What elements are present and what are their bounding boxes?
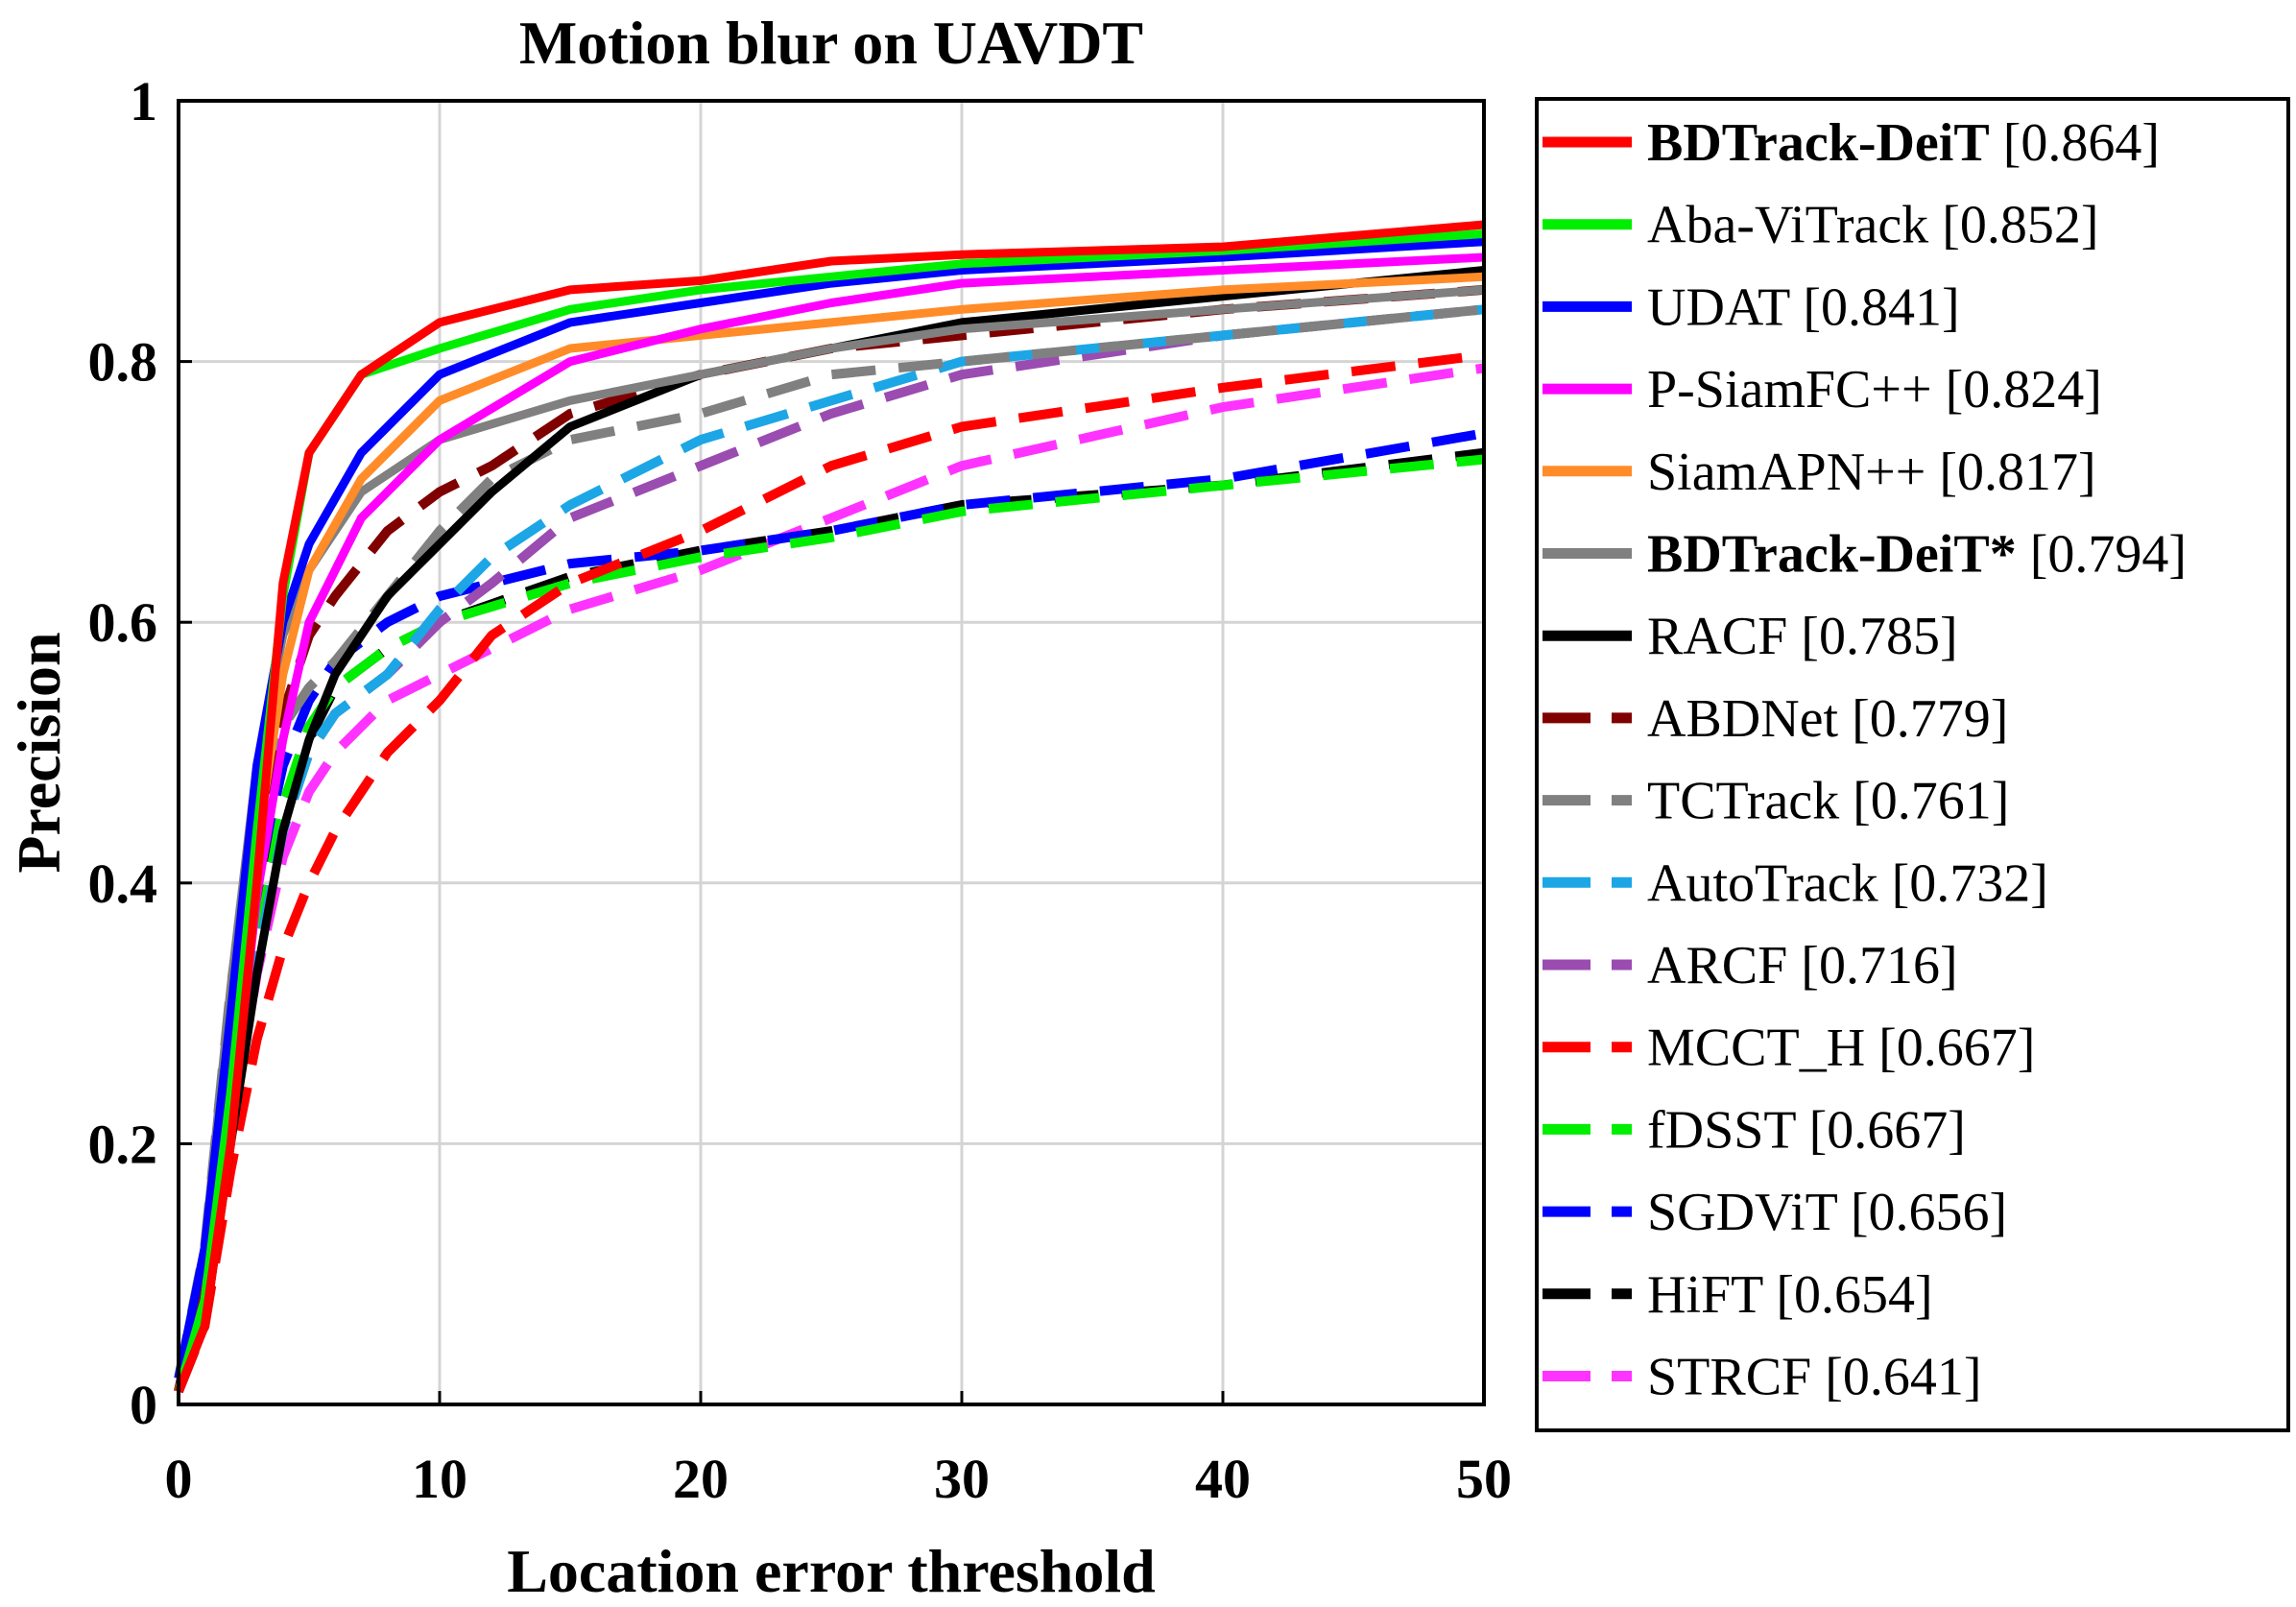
legend-item: SiamAPN++ [0.817]	[1543, 443, 2096, 502]
legend-series-score: [0.841]	[1789, 277, 1959, 337]
legend-label: P-SiamFC++ [0.824]	[1647, 360, 2102, 420]
legend-item: Aba-ViTrack [0.852]	[1543, 196, 2098, 255]
legend-series-name: RACF	[1647, 607, 1787, 666]
legend-item: AutoTrack [0.732]	[1543, 853, 2048, 913]
x-tick-label: 50	[1456, 1448, 1512, 1510]
legend-series-name: STRCF	[1647, 1348, 1811, 1407]
y-axis-label: Precision	[5, 632, 73, 873]
x-tick-label: 20	[673, 1448, 729, 1510]
legend-label: UDAT [0.841]	[1647, 277, 1960, 337]
legend-series-name: ABDNet	[1647, 689, 1839, 749]
legend-series-score: [0.667]	[1796, 1100, 1966, 1160]
legend-label: TCTrack [0.761]	[1647, 772, 2009, 831]
series-line	[174, 252, 1485, 1393]
legend-label: Aba-ViTrack [0.852]	[1647, 196, 2098, 255]
legend-item: SGDViT [0.656]	[1543, 1183, 2007, 1242]
legend-label: STRCF [0.641]	[1647, 1348, 1982, 1407]
legend-series-name: AutoTrack	[1647, 853, 1878, 913]
series-line	[174, 447, 1485, 1393]
y-tick-label: 1	[130, 70, 157, 132]
legend-item: fDSST [0.667]	[1543, 1100, 1966, 1160]
x-tick-label: 30	[934, 1448, 990, 1510]
plot-frame	[177, 99, 1486, 1406]
series-line	[174, 284, 1485, 1393]
series-line	[174, 363, 1485, 1393]
legend-label: BDTrack-DeiT [0.864]	[1647, 113, 2160, 173]
legend-item: P-SiamFC++ [0.824]	[1543, 360, 2102, 420]
legend-series-name: P-SiamFC++	[1647, 360, 1932, 420]
legend-label: RACF [0.785]	[1647, 607, 1958, 666]
legend-label: SGDViT [0.656]	[1647, 1183, 2007, 1242]
legend-item: UDAT [0.841]	[1543, 277, 1960, 337]
legend-item: BDTrack-DeiT* [0.794]	[1543, 525, 2187, 585]
y-tick-label: 0.6	[88, 591, 158, 654]
legend-item: BDTrack-DeiT [0.864]	[1543, 113, 2160, 173]
y-tick-label: 0.2	[88, 1113, 158, 1175]
legend-series-score: [0.864]	[1990, 113, 2160, 173]
chart-title: Motion blur on UAVDT	[519, 9, 1143, 77]
series-line	[174, 220, 1485, 1394]
y-tick-label: 0	[130, 1374, 157, 1436]
legend-item: RACF [0.785]	[1543, 607, 1958, 666]
legend-label: ABDNet [0.779]	[1647, 689, 2008, 749]
legend-series-score: [0.761]	[1839, 772, 2009, 831]
x-axis-label: Location error threshold	[507, 1537, 1156, 1605]
legend-item: HiFT [0.654]	[1543, 1265, 1933, 1325]
legend-label: fDSST [0.667]	[1647, 1100, 1966, 1160]
legend-label: ARCF [0.716]	[1647, 936, 1958, 995]
legend-item: TCTrack [0.761]	[1543, 772, 2009, 831]
legend: BDTrack-DeiT [0.864] Aba-ViTrack [0.852] U…	[1535, 97, 2290, 1432]
series-line	[174, 229, 1485, 1393]
legend-item: MCCT_H [0.667]	[1543, 1019, 2035, 1078]
series-line	[174, 428, 1485, 1393]
legend-item: ARCF [0.716]	[1543, 936, 1958, 995]
legend-series-name: BDTrack-DeiT	[1647, 113, 1990, 173]
x-tick-label: 0	[165, 1448, 193, 1510]
axis-ticks: 0 10 20 30 40 50 0 0.2 0.4 0.6 0.8 1	[88, 70, 1513, 1510]
legend-series-score: [0.779]	[1838, 689, 2008, 749]
grid-lines	[179, 101, 1484, 1404]
legend-series-score: [0.817]	[1925, 443, 2095, 502]
legend-label: HiFT [0.654]	[1647, 1265, 1933, 1325]
legend-series-score: [0.852]	[1928, 196, 2098, 255]
legend-series-score: [0.732]	[1878, 853, 2048, 913]
legend-series-score: [0.824]	[1932, 360, 2102, 420]
legend-series-name: fDSST	[1647, 1100, 1796, 1160]
x-tick-label: 40	[1195, 1448, 1251, 1510]
legend-label: MCCT_H [0.667]	[1647, 1019, 2035, 1078]
legend-series-name: HiFT	[1647, 1265, 1763, 1325]
legend-series-name: MCCT_H	[1647, 1019, 1865, 1078]
legend-label: BDTrack-DeiT* [0.794]	[1647, 525, 2187, 585]
series-line	[174, 285, 1485, 1379]
series-line	[174, 349, 1485, 1394]
y-tick-label: 0.8	[88, 331, 158, 394]
legend-series-name: UDAT	[1647, 277, 1790, 337]
legend-item: STRCF [0.641]	[1543, 1348, 1982, 1407]
legend-series-name: BDTrack-DeiT*	[1647, 525, 2017, 585]
legend-series-score: [0.641]	[1811, 1348, 1981, 1407]
legend-series-name: SiamAPN++	[1647, 443, 1925, 502]
legend-series-name: TCTrack	[1647, 772, 1839, 831]
legend-series-score: [0.794]	[2017, 525, 2187, 585]
legend-series-name: ARCF	[1647, 936, 1787, 995]
y-tick-label: 0.4	[88, 852, 158, 915]
legend-series-score: [0.654]	[1762, 1265, 1932, 1325]
series-line	[174, 454, 1485, 1393]
legend-series-score: [0.667]	[1865, 1019, 2035, 1078]
legend-label: SiamAPN++ [0.817]	[1647, 443, 2096, 502]
x-tick-label: 10	[412, 1448, 467, 1510]
legend-series-name: SGDViT	[1647, 1183, 1838, 1242]
legend-series-score: [0.716]	[1787, 936, 1957, 995]
legend-series-score: [0.785]	[1787, 607, 1957, 666]
legend-item: ABDNet [0.779]	[1543, 689, 2008, 749]
series-lines	[174, 220, 1485, 1394]
legend-label: AutoTrack [0.732]	[1647, 853, 2048, 913]
series-line	[174, 237, 1485, 1379]
legend-series-name: Aba-ViTrack	[1647, 196, 1928, 255]
legend-box	[1535, 97, 2290, 1432]
legend-series-score: [0.656]	[1837, 1183, 2007, 1242]
